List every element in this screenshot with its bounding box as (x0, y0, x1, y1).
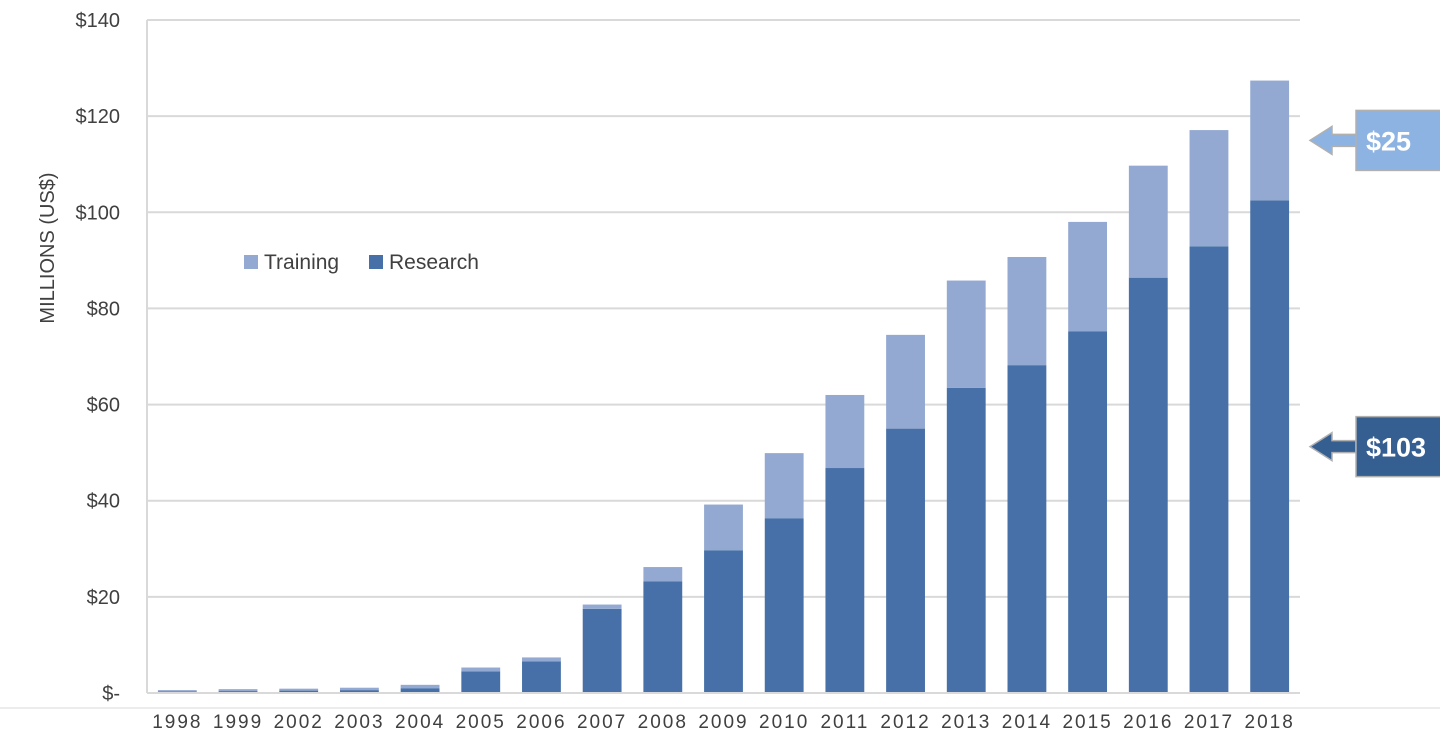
bar-research-2002 (279, 690, 319, 693)
bar-training-2009 (704, 504, 743, 551)
x-tick-label: 2014 (1002, 712, 1052, 733)
x-tick-label: 2017 (1184, 712, 1234, 733)
bars-layer (157, 80, 1290, 693)
bar-research-2018 (1250, 200, 1290, 693)
grid-layer (147, 19, 1300, 598)
x-tick-label: 2012 (880, 712, 930, 733)
x-tick-label: 2015 (1062, 712, 1112, 733)
bar-training-2006 (522, 657, 561, 662)
callout-box (1355, 109, 1440, 172)
y-tick-label: $20 (87, 587, 120, 609)
bar-training-2010 (764, 453, 804, 519)
bar-research-2013 (946, 387, 986, 693)
bar-research-2011 (825, 468, 865, 693)
x-tick-label: 2009 (698, 712, 748, 733)
bar-research-2010 (764, 518, 804, 693)
x-tick-label: 2013 (941, 712, 991, 733)
legend-label-training: Training (264, 251, 339, 274)
bar-training-2018 (1250, 80, 1290, 201)
bar-research-2007 (582, 608, 622, 693)
bar-research-2014 (1007, 365, 1047, 693)
x-tick-label: 2010 (759, 712, 809, 733)
bar-research-2004 (400, 688, 440, 693)
x-tick-label: 2004 (395, 712, 445, 733)
callout-arrow (1308, 431, 1357, 463)
y-tick-label: $120 (76, 106, 121, 128)
bar-training-2002 (279, 688, 319, 691)
bar-training-2011 (825, 394, 865, 469)
callout-training: $25 (1308, 109, 1440, 172)
x-tick-label: 2007 (577, 712, 627, 733)
legend-swatch-training (244, 255, 258, 269)
callout-label: $103 (1366, 433, 1426, 463)
bar-research-2017 (1189, 246, 1229, 693)
bar-training-2012 (886, 334, 925, 429)
bar-training-2008 (643, 567, 683, 582)
bar-research-2009 (704, 550, 743, 693)
callout-research: $103 (1308, 415, 1440, 478)
bar-training-2016 (1128, 165, 1168, 278)
y-axis-title: MILLIONS (US$) (37, 172, 59, 323)
bar-research-2012 (886, 428, 925, 693)
bar-training-2004 (400, 684, 440, 689)
legend-swatch-research (369, 255, 383, 269)
bar-research-2015 (1068, 331, 1108, 693)
bar-research-2008 (643, 581, 683, 693)
x-tick-label: 2003 (334, 712, 384, 733)
y-tick-label: $80 (87, 298, 120, 320)
x-tick-label: 2006 (516, 712, 566, 733)
y-tick-label: $40 (87, 491, 120, 513)
bar-training-1999 (218, 689, 258, 692)
bar-training-2013 (946, 280, 986, 388)
bar-training-2017 (1189, 130, 1229, 247)
y-tick-label: $- (102, 683, 120, 705)
bar-training-2005 (461, 667, 501, 672)
callout-arrow (1308, 125, 1357, 156)
legend: Training Research (244, 251, 479, 274)
y-tick-label: $100 (76, 202, 121, 224)
bar-research-2016 (1128, 277, 1168, 693)
x-tick-label: 2002 (274, 712, 324, 733)
axis-layer: $- $20 $40 $60 $80 $100 $120 $140 1998 1999 2002 20… (0, 10, 1440, 733)
bar-training-2007 (582, 604, 622, 609)
y-tick-label: $60 (87, 395, 120, 417)
x-tick-label: 2018 (1245, 712, 1295, 733)
legend-label-research: Research (389, 251, 479, 274)
bar-research-2006 (522, 661, 561, 693)
bar-research-2005 (461, 671, 501, 693)
x-tick-label: 2005 (456, 712, 506, 733)
callout-label: $25 (1366, 126, 1411, 156)
bar-training-2014 (1007, 256, 1047, 366)
bar-research-2003 (339, 690, 379, 693)
callout-box (1355, 415, 1440, 478)
x-tick-label: 2016 (1123, 712, 1173, 733)
callouts: $25 $103 (1308, 109, 1440, 478)
x-tick-label: 2011 (820, 712, 869, 733)
x-tick-label: 2008 (638, 712, 688, 733)
x-tick-label: 1999 (213, 712, 263, 733)
x-tick-label: 1998 (152, 712, 202, 733)
bar-training-2003 (339, 687, 379, 691)
bar-training-2015 (1068, 221, 1108, 332)
y-tick-label: $140 (76, 10, 121, 32)
bar-training-1998 (157, 690, 197, 692)
